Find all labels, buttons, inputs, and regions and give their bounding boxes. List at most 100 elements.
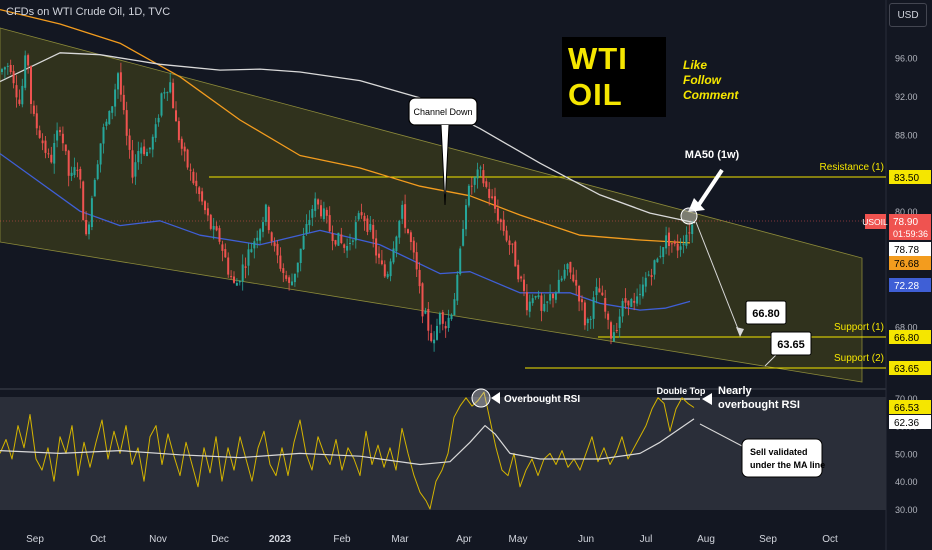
target-box-1: 66.80: [745, 300, 787, 325]
candle-body: [508, 240, 511, 245]
target-2-label: 63.65: [777, 339, 805, 351]
candle-body: [392, 248, 395, 263]
resistance-value: 83.50: [894, 173, 919, 184]
candle-body: [59, 130, 61, 133]
candle-body: [691, 224, 694, 234]
candle-body: [499, 219, 502, 223]
candle-body: [453, 299, 456, 316]
candle-body: [151, 136, 154, 150]
candles: [1, 50, 694, 352]
candle-body: [256, 237, 259, 241]
candle-body: [636, 296, 639, 304]
candle-body: [357, 213, 360, 220]
candle-body: [679, 246, 682, 250]
candle-body: [676, 243, 679, 251]
candle-body: [479, 167, 482, 169]
candle-body: [407, 229, 409, 233]
candle-body: [511, 243, 514, 245]
candle-body: [44, 140, 47, 153]
candle-body: [160, 93, 163, 116]
candle-body: [6, 65, 9, 67]
candle-body: [134, 162, 137, 177]
nearly-ob-line2: overbought RSI: [718, 399, 800, 411]
ma-blue-value: 72.28: [894, 281, 919, 292]
time-tick-label: Apr: [456, 534, 472, 545]
channel-down-label: Channel Down: [413, 107, 472, 117]
candle-body: [673, 241, 676, 244]
candle-body: [111, 106, 114, 113]
candle-body: [592, 297, 595, 319]
candle-body: [12, 70, 15, 84]
candle-body: [320, 205, 322, 217]
candle-body: [444, 326, 447, 329]
time-tick-label: Jun: [578, 534, 594, 545]
ma-white-value: 78.78: [894, 245, 919, 256]
candle-body: [264, 204, 267, 222]
candle-body: [343, 244, 346, 248]
candle-body: [560, 278, 563, 281]
candle-body: [253, 241, 256, 249]
candle-body: [610, 322, 612, 339]
candle-body: [128, 135, 131, 150]
candle-body: [238, 281, 241, 283]
candle-body: [656, 258, 659, 263]
ma50w-arrow: [688, 168, 724, 212]
candle-body: [119, 72, 122, 95]
resistance-label: Resistance (1): [820, 162, 884, 173]
support-1-value: 66.80: [894, 333, 919, 344]
candle-body: [18, 99, 21, 104]
rsi-value-badge: [889, 400, 931, 414]
candle-body: [224, 249, 227, 258]
candle-body: [441, 312, 444, 324]
candle-body: [494, 196, 496, 209]
candle-body: [650, 275, 653, 277]
candle-body: [398, 220, 401, 238]
candle-body: [572, 274, 575, 282]
candle-body: [668, 232, 670, 246]
candle-body: [131, 150, 134, 178]
candle-body: [604, 298, 607, 312]
level-lines: [0, 176, 886, 400]
candle-body: [682, 243, 685, 245]
candle-body: [465, 205, 467, 230]
candle-body: [285, 275, 288, 279]
candle-body: [375, 238, 378, 256]
candle-body: [540, 295, 543, 311]
candle-body: [218, 228, 221, 242]
candle-body: [543, 303, 546, 311]
candle-body: [262, 222, 264, 232]
candle-body: [520, 276, 523, 279]
time-tick-label: Sep: [759, 534, 777, 545]
candle-body: [424, 310, 427, 314]
candle-body: [354, 222, 357, 241]
currency-button[interactable]: USD: [889, 3, 927, 27]
candle-body: [566, 263, 569, 269]
comment-text: Comment: [683, 88, 739, 102]
candle-body: [337, 232, 340, 246]
wti-oil-banner: WTI OIL: [562, 37, 666, 117]
candle-body: [433, 339, 436, 344]
support-2-label: Support (2): [834, 353, 884, 364]
candle-body: [473, 177, 476, 185]
rsi-ma-badge: [889, 415, 931, 429]
price-tick-label: 92.00: [895, 92, 918, 102]
wti-oil-text: WTI OIL: [562, 37, 666, 117]
candle-body: [688, 232, 691, 234]
candle-body: [186, 149, 189, 168]
candle-body: [586, 319, 589, 324]
candle-body: [459, 248, 462, 274]
candle-body: [180, 138, 183, 149]
rsi-ma-line: [0, 418, 695, 466]
time-axis: Sep Oct Nov Dec 2023 Feb Mar Apr May Jun Jul Aug Sep…: [26, 534, 838, 545]
rsi-line: [0, 391, 695, 510]
candle-body: [415, 252, 418, 270]
candle-body: [549, 294, 552, 301]
candle-body: [64, 144, 67, 152]
candle-body: [79, 169, 82, 180]
candle-body: [447, 317, 450, 328]
candle-body: [259, 229, 262, 241]
candle-body: [665, 235, 668, 249]
candle-body: [662, 247, 665, 257]
candle-body: [250, 249, 253, 253]
